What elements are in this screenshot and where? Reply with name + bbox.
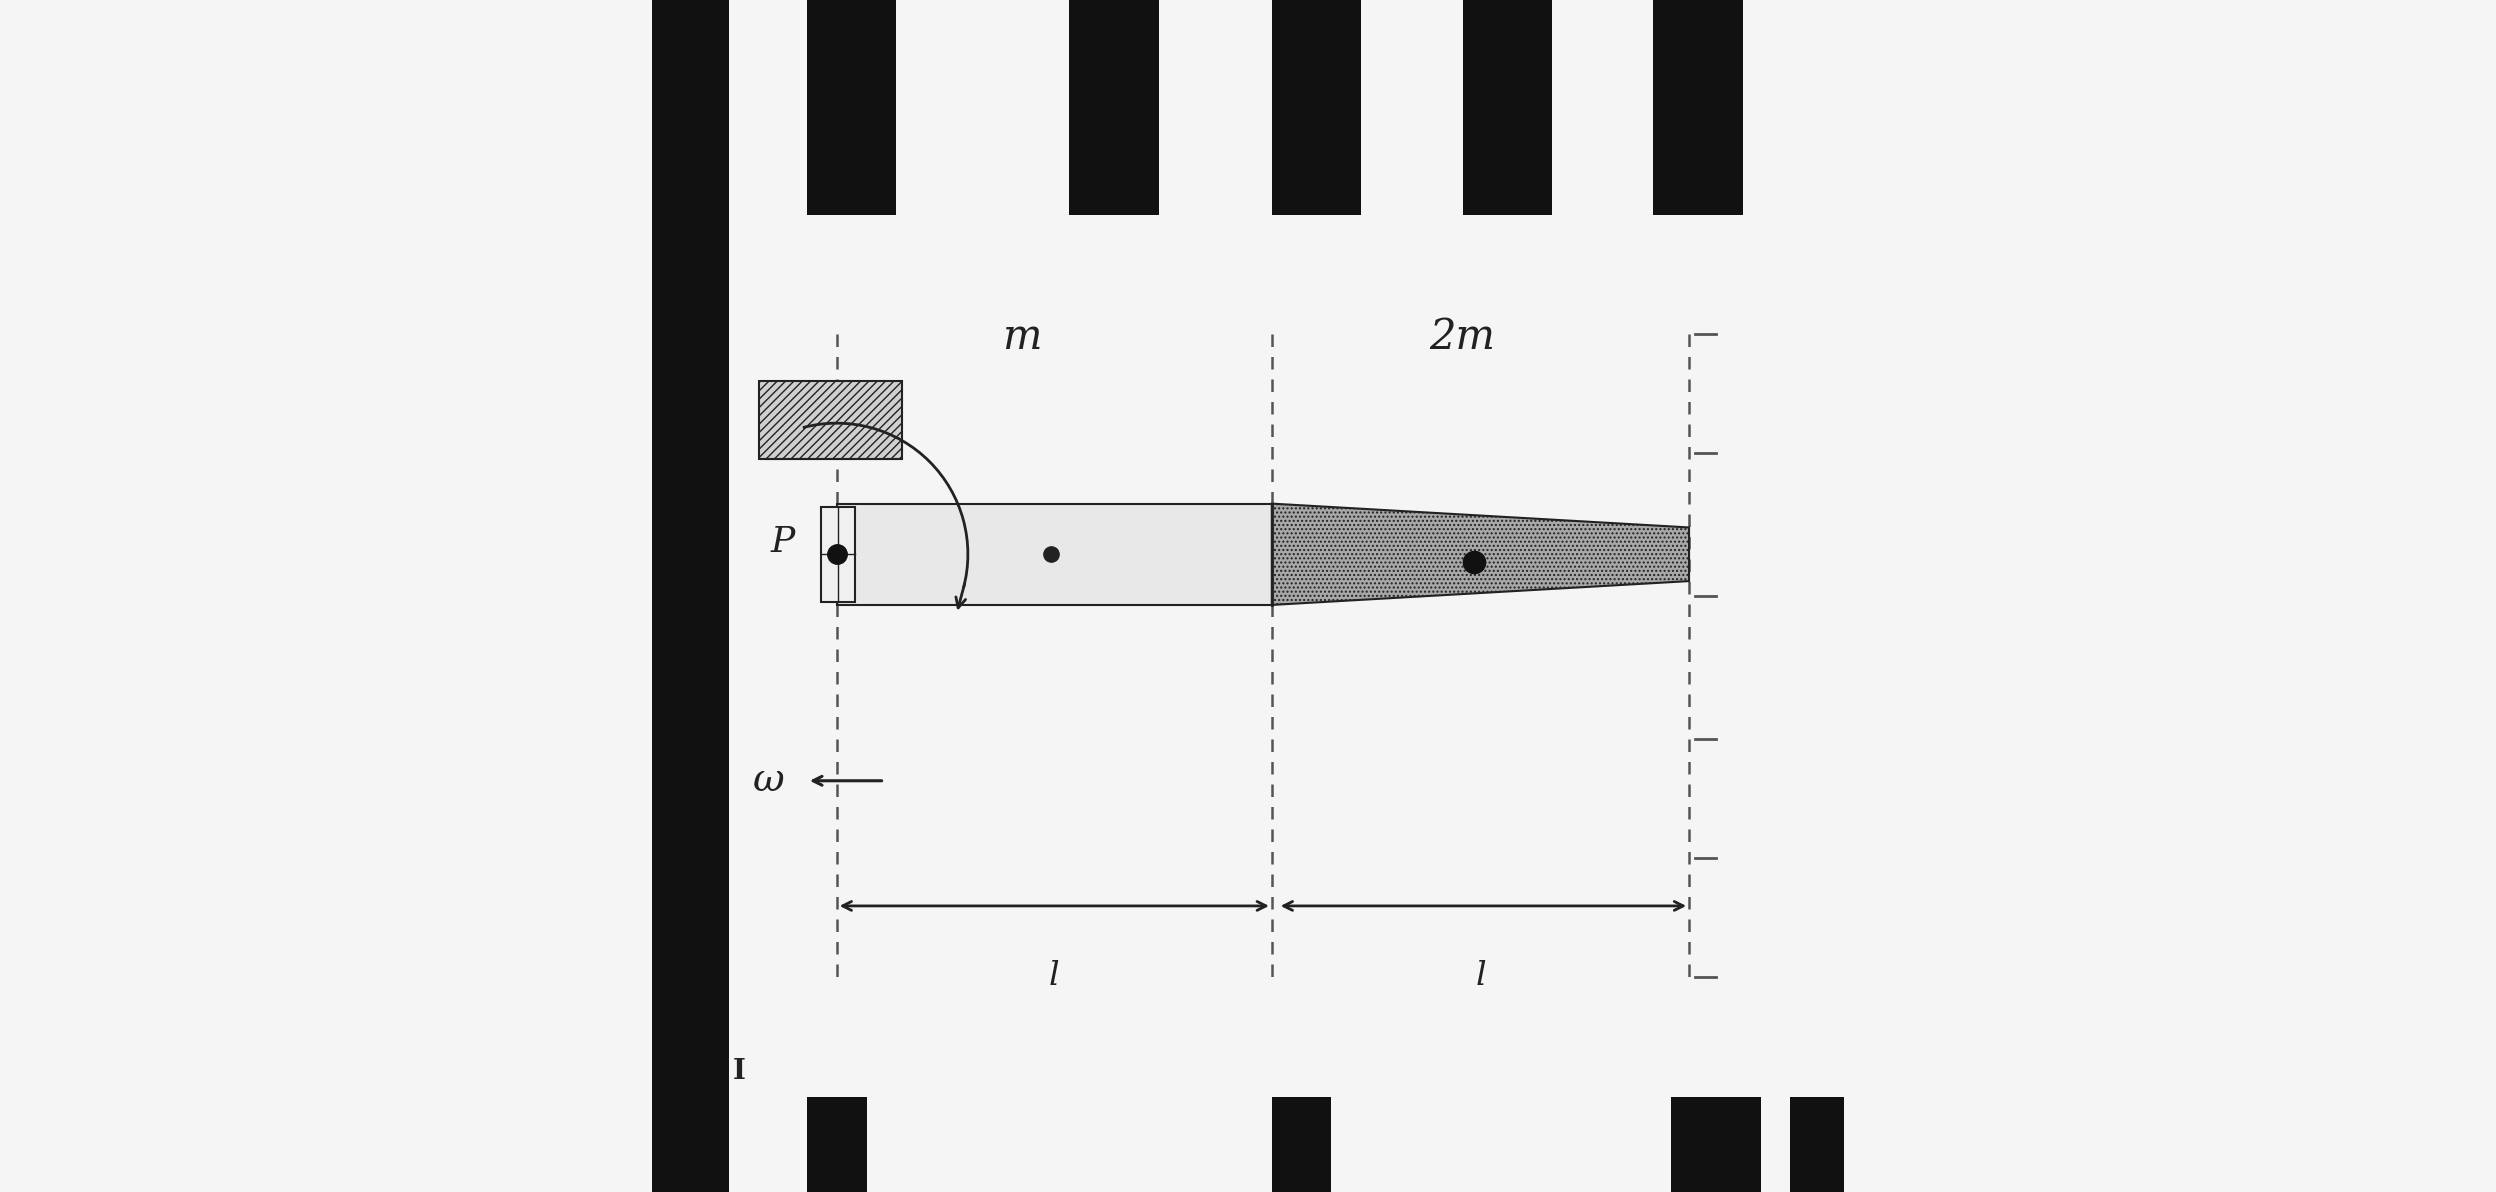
Bar <box>1463 0 1553 215</box>
Bar <box>1068 0 1158 215</box>
Bar <box>1672 1097 1760 1192</box>
Text: m: m <box>1001 316 1041 358</box>
Text: 2m: 2m <box>1430 316 1495 358</box>
Bar <box>651 215 729 1097</box>
Bar <box>806 0 896 215</box>
Bar <box>651 1097 729 1192</box>
Bar <box>806 1097 866 1192</box>
Bar <box>651 0 729 215</box>
Text: l: l <box>1048 960 1061 992</box>
Polygon shape <box>836 503 1273 604</box>
Bar <box>1273 1097 1330 1192</box>
Bar <box>1790 1097 1850 1192</box>
Bar <box>1273 0 1360 215</box>
Text: I: I <box>734 1057 746 1085</box>
Polygon shape <box>1273 503 1690 604</box>
Text: ω: ω <box>754 762 786 800</box>
Text: l: l <box>1475 960 1485 992</box>
Bar <box>759 381 904 459</box>
Bar <box>1652 0 1742 215</box>
Text: P: P <box>771 526 796 559</box>
Bar <box>821 507 854 602</box>
